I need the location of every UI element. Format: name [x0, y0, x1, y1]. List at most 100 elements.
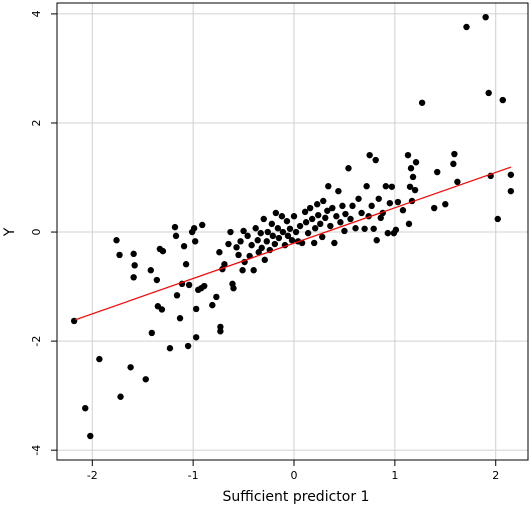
point	[366, 151, 373, 159]
point	[317, 220, 324, 228]
point	[216, 249, 223, 256]
point	[377, 214, 384, 222]
point	[412, 159, 420, 166]
point	[320, 197, 327, 205]
y-tick-label: -4	[30, 445, 43, 456]
point	[370, 225, 377, 232]
point	[70, 317, 78, 325]
point	[148, 329, 156, 337]
point	[272, 209, 280, 217]
point	[190, 225, 198, 232]
x-tick-label: 0	[291, 469, 298, 482]
point	[322, 214, 329, 222]
point	[296, 222, 304, 230]
point	[185, 281, 193, 289]
point	[227, 228, 234, 236]
point	[260, 215, 267, 223]
point	[130, 250, 137, 258]
point	[355, 195, 362, 202]
point	[250, 267, 257, 274]
point	[358, 209, 365, 217]
point	[269, 232, 277, 240]
point	[153, 276, 161, 284]
point	[341, 227, 348, 235]
point	[324, 207, 331, 214]
point	[431, 204, 438, 212]
point	[331, 239, 338, 247]
point	[392, 226, 400, 234]
point	[485, 89, 492, 97]
point	[450, 160, 457, 168]
point	[315, 211, 322, 219]
point	[192, 305, 200, 313]
point	[233, 244, 240, 251]
point	[201, 282, 208, 290]
x-tick-label: -1	[188, 469, 199, 482]
point	[404, 151, 412, 159]
point	[399, 207, 407, 214]
point	[319, 233, 326, 241]
point	[182, 261, 190, 268]
point	[368, 202, 375, 210]
point	[173, 292, 181, 299]
point	[394, 198, 402, 206]
point	[172, 232, 180, 240]
point	[217, 328, 224, 335]
point	[274, 225, 282, 232]
point	[252, 225, 259, 232]
point	[314, 201, 321, 208]
point	[180, 243, 188, 250]
y-tick-label: 2	[30, 119, 43, 126]
point	[237, 238, 244, 245]
point	[306, 204, 314, 212]
point	[361, 225, 368, 232]
point	[257, 229, 264, 237]
point	[342, 210, 349, 218]
point	[308, 215, 316, 223]
point	[373, 237, 380, 244]
point	[507, 171, 515, 178]
point	[271, 240, 279, 248]
point	[176, 315, 184, 322]
point	[335, 187, 342, 195]
plot-frame	[56, 2, 529, 461]
point	[434, 168, 441, 176]
point	[127, 364, 134, 371]
point	[386, 199, 394, 207]
point	[191, 238, 199, 245]
point	[171, 223, 179, 231]
point	[184, 342, 192, 350]
point	[409, 173, 417, 181]
point	[213, 293, 220, 301]
point	[284, 232, 292, 240]
point	[407, 165, 415, 172]
point	[292, 228, 300, 236]
point	[388, 183, 396, 190]
point	[261, 256, 268, 264]
point	[451, 150, 458, 158]
point	[96, 355, 103, 363]
point	[290, 213, 298, 220]
point	[258, 244, 265, 252]
point	[147, 267, 154, 274]
y-tick-label: 0	[30, 229, 43, 236]
point	[304, 229, 312, 237]
point	[239, 267, 246, 274]
point	[87, 432, 94, 440]
y-tick-label: 4	[30, 10, 43, 17]
point	[405, 220, 413, 228]
point	[288, 237, 296, 244]
point	[482, 13, 489, 21]
point	[327, 222, 334, 230]
x-tick-label: 2	[492, 469, 499, 482]
x-tick-label: -2	[87, 469, 98, 482]
point	[264, 228, 271, 236]
point	[372, 156, 379, 164]
point	[352, 225, 359, 232]
point	[142, 376, 149, 383]
point	[507, 187, 515, 195]
point	[268, 220, 276, 228]
point	[166, 345, 174, 352]
point	[244, 232, 251, 240]
point	[230, 285, 237, 292]
